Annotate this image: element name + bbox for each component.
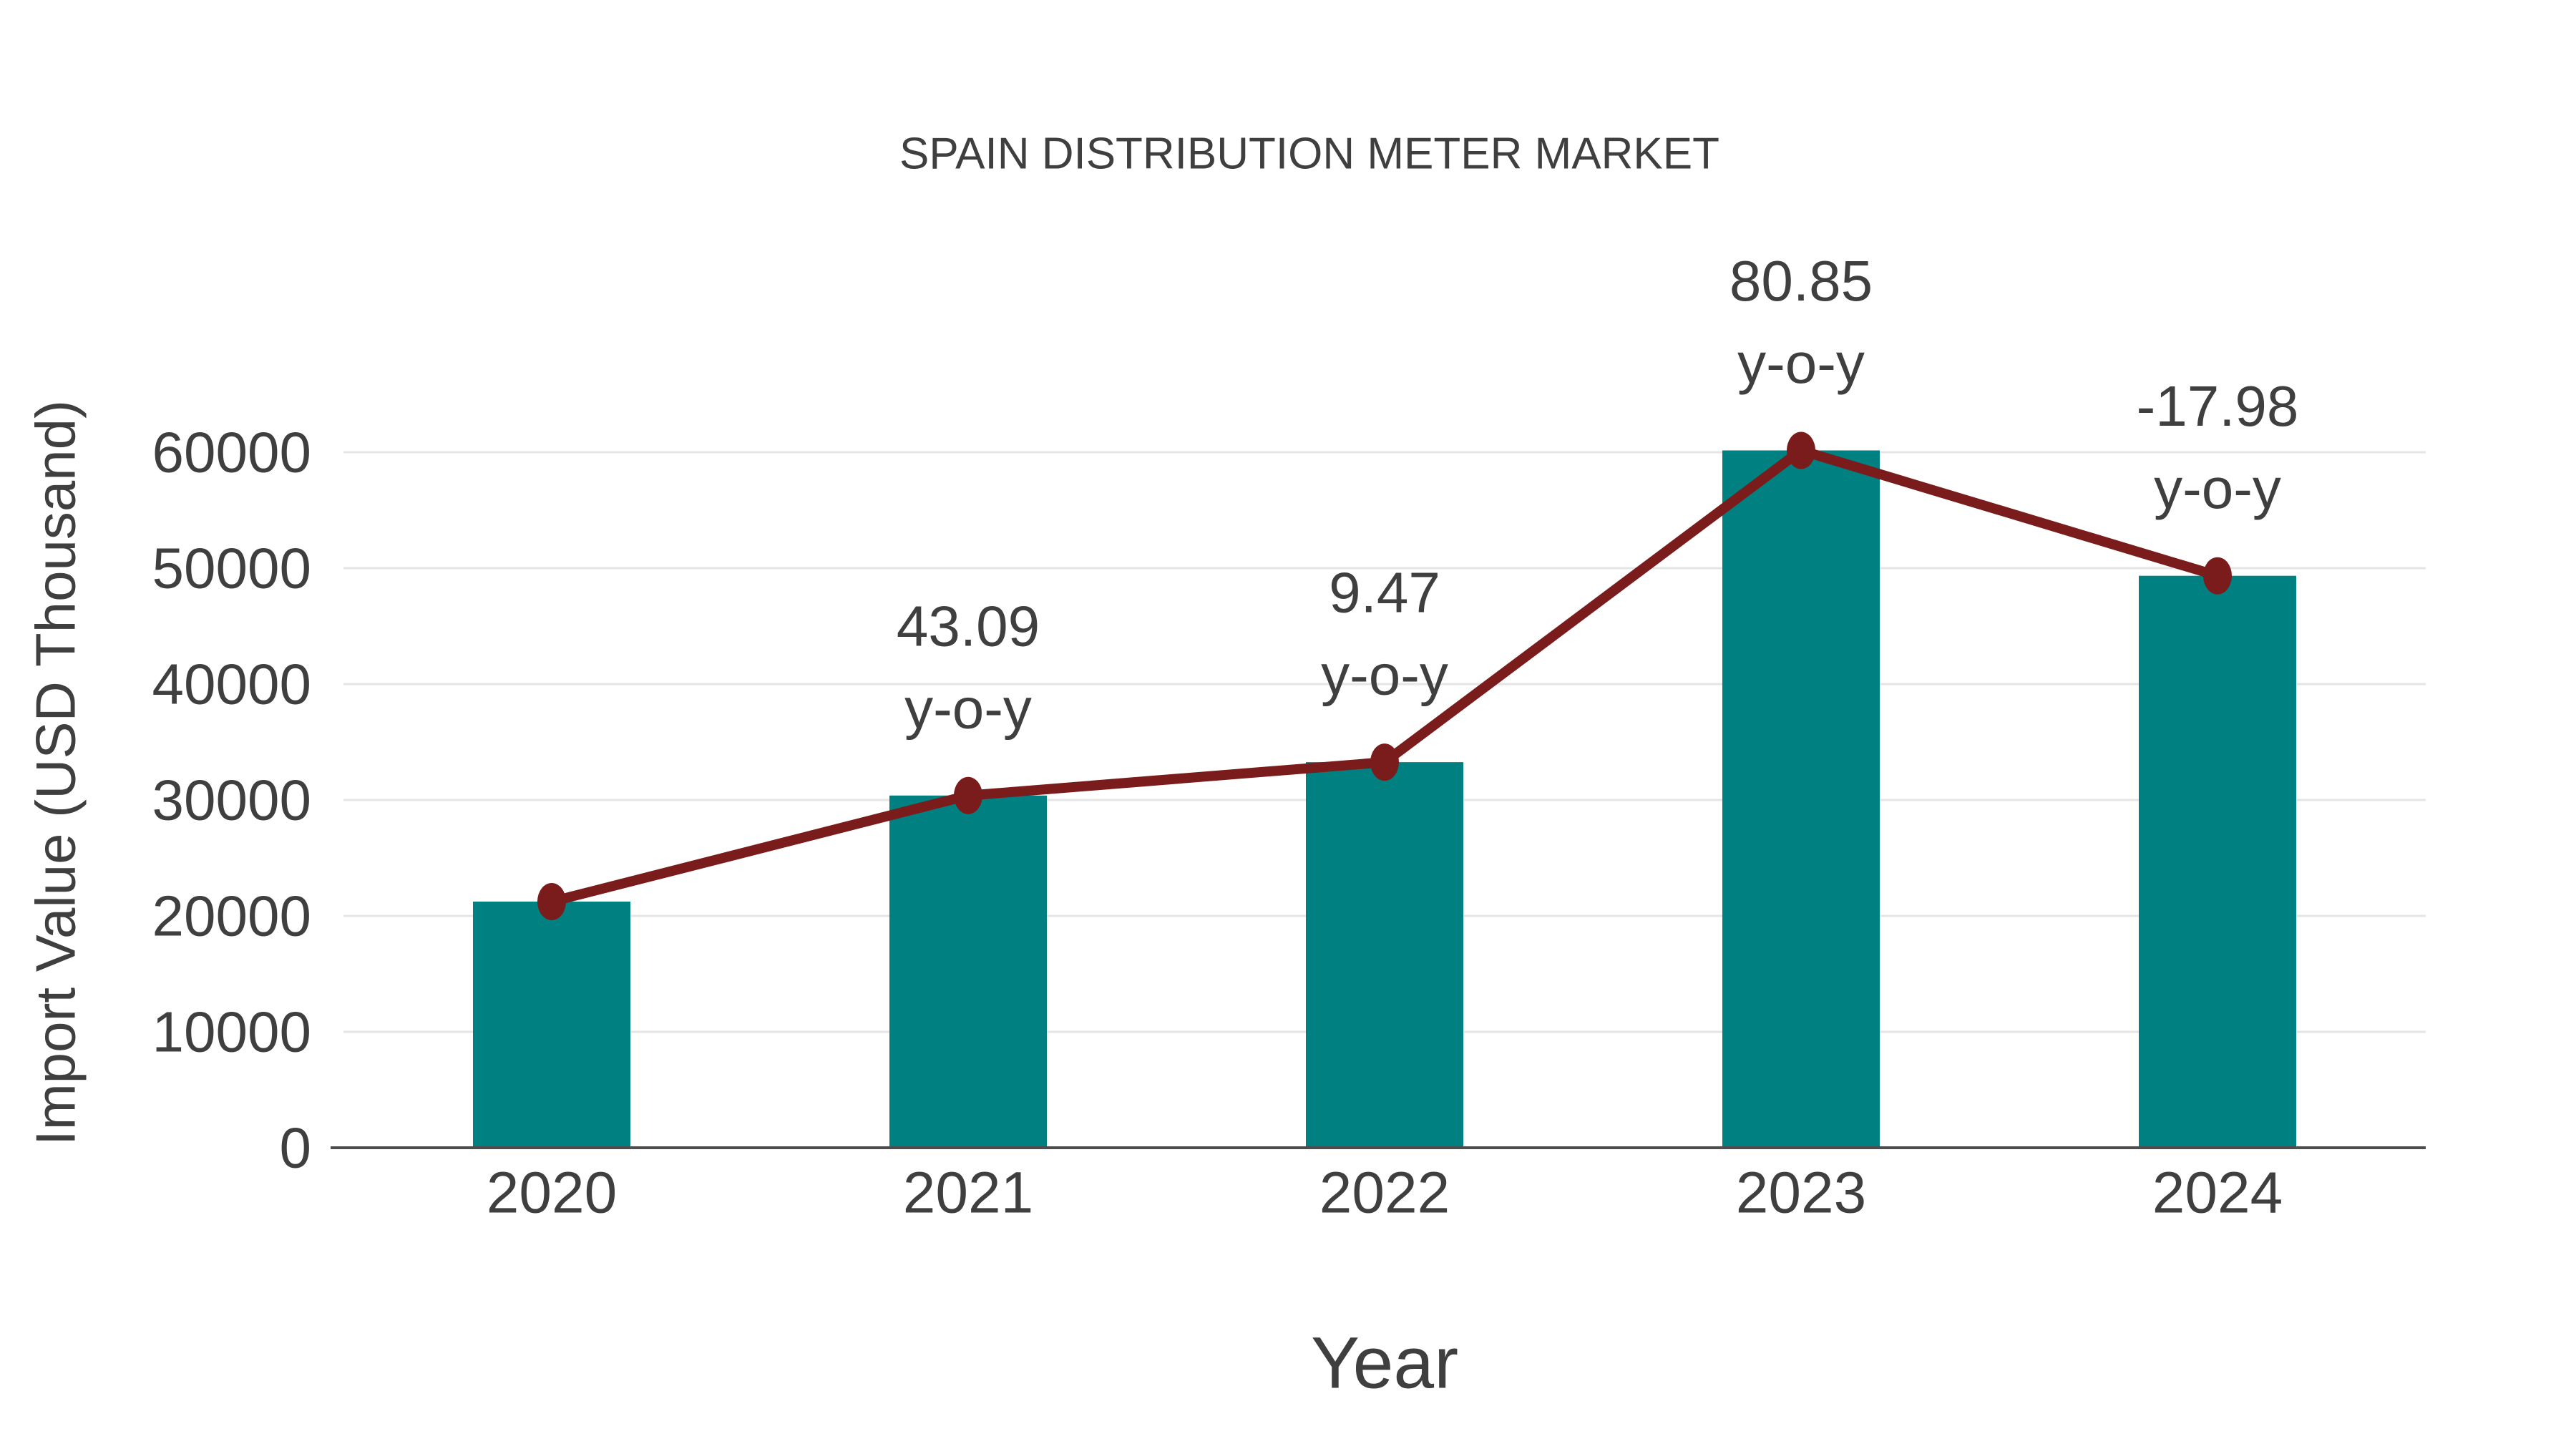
data-point-marker [1787, 431, 1815, 469]
y-tick-label: 40000 [152, 653, 311, 716]
bar [889, 795, 1047, 1148]
data-point-marker [537, 882, 566, 920]
y-tick-label: 30000 [152, 769, 311, 832]
annotation-value: 80.85 [1729, 249, 1873, 313]
y-tick-label: 20000 [152, 884, 311, 948]
x-axis-title: Year [1310, 1322, 1459, 1404]
bar [1306, 762, 1463, 1148]
annotation-suffix: y-o-y [1737, 331, 1865, 395]
bar [2139, 575, 2296, 1148]
y-tick-label: 60000 [152, 421, 311, 484]
data-point-marker [954, 776, 982, 814]
bar [1722, 450, 1880, 1148]
annotation-suffix: y-o-y [1321, 643, 1448, 707]
annotation-value: -17.98 [2137, 374, 2299, 438]
chart-title: SPAIN DISTRIBUTION METER MARKET [899, 129, 1719, 179]
y-tick-label: 10000 [152, 1000, 311, 1064]
annotations-group: 43.09 y-o-y 9.47 y-o-y 80.85 y-o-y -17.98 y-o-y [897, 249, 2299, 740]
markers-group [537, 431, 2232, 920]
annotation-value: 9.47 [1329, 561, 1440, 625]
y-tick-labels-group: 0 10000 20000 30000 40000 50000 60000 [152, 421, 311, 1180]
x-tick-labels-group: 2020 2021 2022 2023 2024 [487, 1161, 2283, 1226]
x-tick-label: 2021 [903, 1161, 1033, 1226]
annotation-suffix: y-o-y [904, 676, 1032, 740]
x-tick-label: 2024 [2152, 1161, 2283, 1226]
x-tick-label: 2020 [487, 1161, 617, 1226]
bars-group [473, 450, 2296, 1148]
annotation-value: 43.09 [897, 594, 1040, 658]
x-tick-label: 2022 [1319, 1161, 1450, 1226]
y-tick-label: 50000 [152, 537, 311, 600]
data-point-marker [1370, 743, 1399, 781]
bar [473, 901, 630, 1148]
annotation-suffix: y-o-y [2154, 457, 2281, 520]
y-tick-label: 0 [280, 1116, 312, 1180]
data-point-marker [2203, 557, 2232, 595]
x-tick-label: 2023 [1736, 1161, 1866, 1226]
